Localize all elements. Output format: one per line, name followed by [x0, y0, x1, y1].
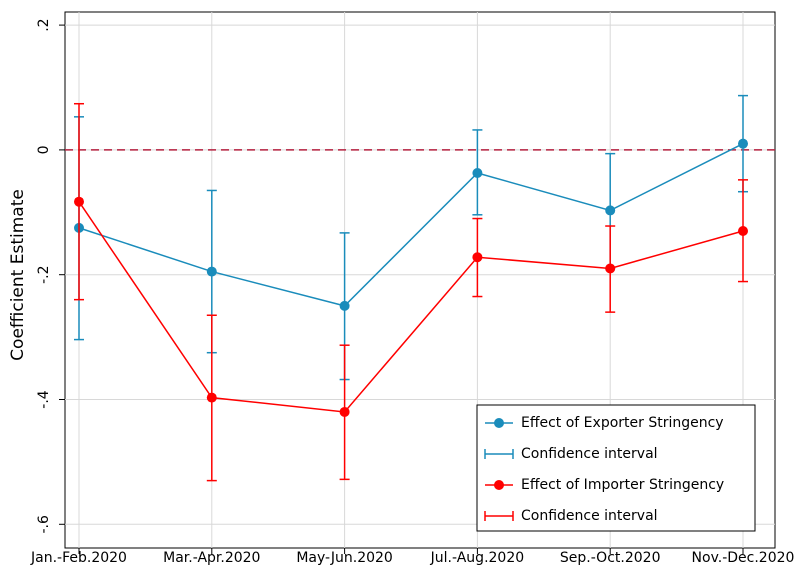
point	[605, 205, 616, 216]
x-tick-label: May-Jun.2020	[296, 550, 392, 566]
x-tick-label: Nov.-Dec.2020	[692, 550, 795, 566]
legend-label: Effect of Exporter Stringency	[521, 415, 724, 431]
y-tick-label: -.6	[36, 515, 52, 534]
point	[738, 138, 748, 149]
y-axis-label: Coefficient Estimate	[8, 189, 28, 361]
legend-box	[476, 404, 756, 532]
point	[339, 406, 350, 417]
x-tick-label: Jul.-Aug.2020	[430, 550, 525, 566]
y-tick-label: -.2	[36, 265, 52, 283]
x-tick-label: Sep.-Oct.2020	[560, 550, 661, 566]
legend-swatch	[494, 418, 504, 428]
series-line	[78, 142, 744, 307]
point	[738, 226, 748, 237]
series-line	[78, 201, 744, 413]
legend-label: Confidence interval	[521, 508, 658, 524]
legend-label: Confidence interval	[521, 446, 658, 462]
legend-swatch	[494, 480, 504, 490]
y-tick-label: .2	[36, 18, 52, 31]
point	[472, 252, 483, 263]
point	[206, 266, 217, 277]
x-tick-label: Mar.-Apr.2020	[163, 550, 260, 566]
point	[605, 263, 616, 274]
point	[472, 167, 483, 178]
x-tick-label: Jan.-Feb.2020	[30, 550, 127, 566]
y-tick-label: 0	[36, 145, 52, 154]
y-tick-label: -.4	[36, 390, 52, 409]
point	[74, 196, 84, 207]
legend-label: Effect of Importer Stringency	[521, 477, 724, 493]
point	[339, 300, 350, 311]
point	[206, 392, 217, 403]
